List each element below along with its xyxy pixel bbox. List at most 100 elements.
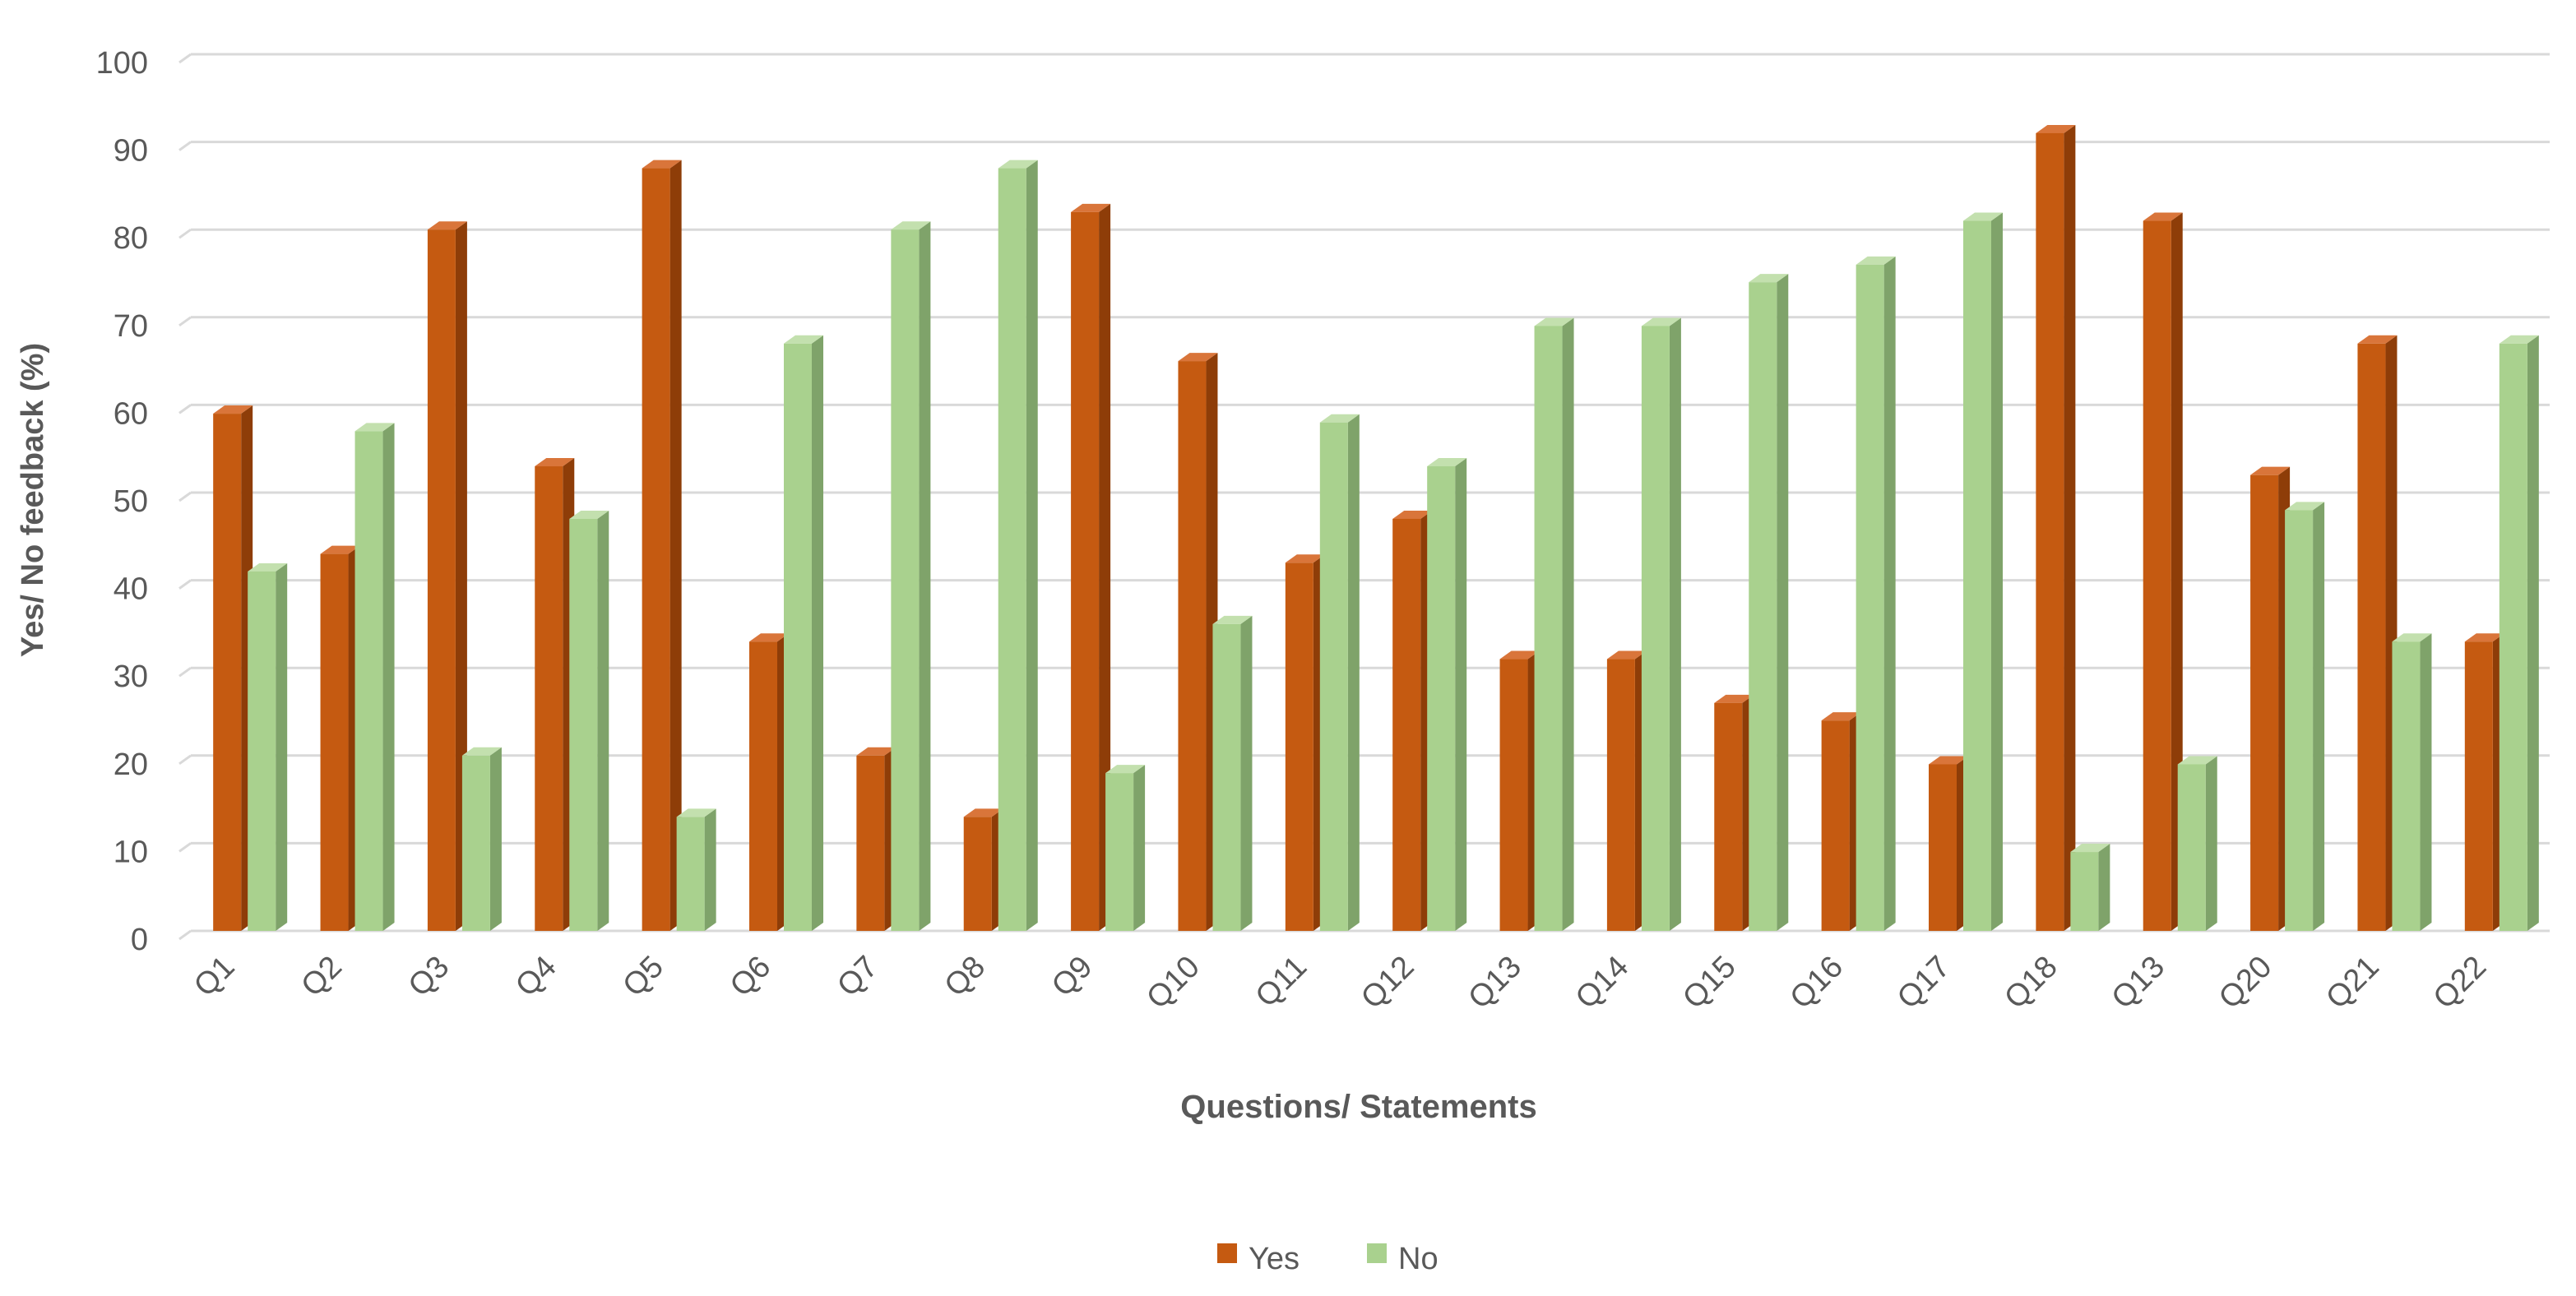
gridline-depth: [178, 491, 192, 502]
bar-front: [856, 755, 885, 931]
bar-top: [2250, 466, 2291, 475]
bar-top: [676, 808, 716, 817]
bar-front: [2143, 220, 2171, 931]
bar-no-q11: [1319, 414, 1360, 932]
bar-front: [320, 553, 349, 931]
bar-side: [489, 747, 502, 931]
x-tick-label: Q4: [509, 950, 563, 1004]
bar-yes-q6: [749, 633, 789, 931]
gridline-depth: [178, 929, 192, 941]
x-tick-label: Q13: [2106, 950, 2171, 1016]
x-tick-label: Q18: [1998, 950, 2064, 1016]
bar-top: [213, 405, 253, 414]
bar-no-q7: [891, 221, 931, 931]
y-tick-label: 90: [114, 134, 148, 169]
y-tick-label: 80: [114, 221, 148, 256]
bar-top: [856, 747, 897, 756]
x-axis-title: Questions/ Statements: [1180, 1089, 1536, 1125]
bar-front: [535, 466, 563, 931]
bar-front: [749, 641, 777, 931]
gridline-depth: [178, 141, 192, 151]
bar-top: [248, 562, 288, 572]
bar-side: [1240, 615, 1253, 931]
bar-top: [784, 335, 823, 344]
bar-side: [2527, 335, 2539, 931]
bar-yes-q12: [1392, 510, 1433, 931]
bar-no-q13: [2177, 756, 2217, 931]
bar-top: [1714, 694, 1754, 703]
x-tick-label: Q21: [2319, 950, 2385, 1016]
bar-no-q3: [461, 747, 502, 931]
legend-swatch-no: [1367, 1243, 1387, 1263]
bar-top: [1821, 712, 1861, 721]
bar-side: [1777, 274, 1789, 931]
bar-front: [1641, 326, 1670, 932]
bar-yes-q13: [1499, 650, 1540, 931]
bar-front: [2285, 510, 2314, 931]
bar-side: [1099, 203, 1111, 931]
x-tick-label: Q11: [1249, 950, 1314, 1014]
bar-side: [1347, 414, 1360, 932]
bar-top: [1285, 554, 1325, 563]
bar-top: [1071, 203, 1111, 212]
bar-no-q16: [1856, 256, 1896, 932]
bar-no-q2: [354, 423, 395, 931]
bar-front: [676, 817, 705, 931]
x-tick-label: Q8: [938, 950, 993, 1004]
bar-yes-q18: [2036, 124, 2076, 931]
x-tick-label: Q16: [1784, 950, 1850, 1016]
bar-side: [276, 562, 288, 931]
x-tick-label: Q14: [1569, 950, 1635, 1016]
bar-side: [2171, 212, 2183, 931]
legend: Yes No: [1217, 1242, 1439, 1276]
gridline-depth: [178, 754, 192, 766]
bar-top: [891, 221, 931, 230]
x-tick-label: Q2: [294, 950, 349, 1004]
bar-top: [1319, 414, 1360, 423]
bar-side: [455, 221, 467, 931]
bar-yes-q5: [642, 160, 682, 931]
bar-front: [2250, 474, 2279, 931]
bar-top: [1427, 458, 1467, 467]
bar-front: [2464, 641, 2493, 931]
bar-yes-q2: [320, 545, 360, 931]
bar-top: [1929, 756, 1968, 765]
bar-top: [998, 160, 1038, 169]
bar-yes-q9: [1071, 203, 1111, 931]
bar-front: [354, 431, 383, 931]
y-tick-label: 20: [114, 748, 148, 782]
bar-no-q6: [784, 335, 823, 931]
x-tick-label: Q15: [1676, 950, 1742, 1016]
bar-front: [642, 168, 670, 931]
bar-side: [1133, 765, 1146, 931]
bar-front: [2177, 764, 2206, 931]
bar-no-q4: [569, 510, 609, 931]
bar-no-q20: [2285, 502, 2325, 931]
bar-top: [1856, 256, 1896, 265]
bar-yes-q4: [535, 458, 575, 931]
bar-top: [2036, 124, 2076, 133]
bar-front: [1071, 211, 1100, 931]
y-tick-label: 60: [114, 396, 148, 431]
bar-top: [2285, 502, 2325, 511]
legend-label-no: No: [1398, 1242, 1439, 1276]
bar-side: [919, 221, 931, 931]
bar-front: [461, 755, 490, 931]
x-tick-label: Q22: [2427, 950, 2493, 1016]
bar-top: [2499, 335, 2539, 344]
bar-side: [1991, 212, 2003, 931]
y-tick-label: 50: [114, 484, 148, 519]
x-tick-label: Q3: [402, 950, 456, 1004]
bar-top: [354, 423, 395, 432]
x-tick-label: Q10: [1140, 950, 1206, 1016]
bar-yes-q13: [2143, 212, 2183, 931]
bar-side: [2313, 502, 2325, 931]
bar-front: [427, 229, 456, 931]
bar-side: [1883, 256, 1896, 932]
bar-no-q1: [248, 562, 288, 931]
bar-front: [2357, 343, 2386, 931]
bar-no-q18: [2070, 844, 2110, 931]
bar-top: [2464, 633, 2504, 642]
bar-yes-q3: [427, 221, 467, 931]
y-tick-label: 70: [114, 309, 148, 344]
